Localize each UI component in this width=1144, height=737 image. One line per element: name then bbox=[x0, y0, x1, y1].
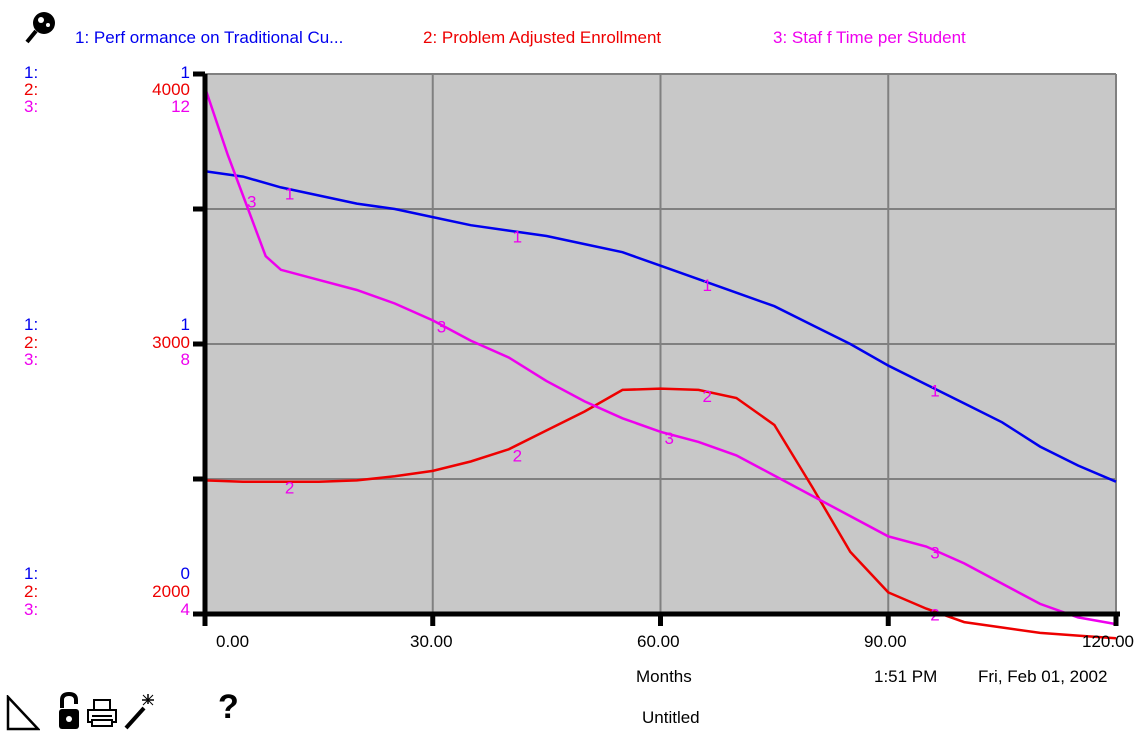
y-top-value-1: 1 bbox=[180, 63, 190, 82]
x-tick-label-30: 30.00 bbox=[410, 632, 453, 651]
y-top-value-3: 12 bbox=[171, 97, 190, 116]
document-title: Untitled bbox=[642, 708, 700, 727]
series-3-line bbox=[203, 87, 1117, 626]
x-tick-label-60: 60.00 bbox=[637, 632, 680, 651]
printer-icon[interactable] bbox=[86, 698, 118, 733]
timestamp-time: 1:51 PM bbox=[874, 667, 938, 686]
y-bottom-prefix-3: 3: bbox=[24, 600, 39, 619]
x-tick-label-120: 120.00 bbox=[1082, 632, 1134, 651]
series-2-marker-label: 2 bbox=[285, 479, 294, 498]
grid-lines bbox=[205, 73, 1117, 614]
help-icon[interactable]: ? bbox=[218, 688, 239, 726]
series-1-marker-label: 1 bbox=[930, 382, 939, 401]
magic-wand-icon[interactable] bbox=[122, 692, 158, 737]
legend-series-3: 3: Staf f Time per Student bbox=[773, 28, 966, 47]
x-tick-label-0: 0.00 bbox=[216, 632, 250, 651]
y-mid-prefix-2: 2: bbox=[24, 333, 39, 352]
series-3-marker-label: 3 bbox=[437, 317, 446, 336]
legend-series-2: 2: Problem Adjusted Enrollment bbox=[423, 28, 662, 47]
axes bbox=[193, 71, 1120, 626]
series-1-marker-label: 1 bbox=[702, 276, 711, 295]
series-3-marker-label: 3 bbox=[930, 544, 939, 563]
y-mid-value-2: 3000 bbox=[152, 333, 190, 352]
y-mid-prefix-3: 3: bbox=[24, 350, 39, 369]
y-mid-value-1: 1 bbox=[180, 315, 190, 334]
magnifier-icon[interactable] bbox=[22, 8, 60, 51]
y-bottom-value-1: 0 bbox=[180, 564, 190, 583]
y-mid-value-3: 8 bbox=[180, 350, 190, 369]
y-bottom-prefix-1: 1: bbox=[24, 564, 39, 583]
y-top-prefix-2: 2: bbox=[24, 80, 39, 99]
y-bottom-prefix-2: 2: bbox=[24, 582, 39, 601]
series-1-line bbox=[204, 169, 1117, 483]
series-2-marker-label: 2 bbox=[513, 446, 522, 465]
y-mid-prefix-1: 1: bbox=[24, 315, 39, 334]
series-3-marker-label: 3 bbox=[247, 193, 256, 212]
y-top-prefix-1: 1: bbox=[24, 63, 39, 82]
y-bottom-value-2: 2000 bbox=[152, 582, 190, 601]
series-2-line bbox=[204, 387, 1117, 640]
series-1-marker-label: 1 bbox=[513, 228, 522, 247]
lock-icon[interactable] bbox=[58, 691, 80, 737]
series-2-marker-label: 2 bbox=[702, 387, 711, 406]
y-top-value-2: 4000 bbox=[152, 80, 190, 99]
page-corner-icon[interactable] bbox=[6, 693, 41, 736]
series-3-marker-label: 3 bbox=[665, 429, 674, 448]
x-tick-label-90: 90.00 bbox=[864, 632, 907, 651]
y-top-prefix-3: 3: bbox=[24, 97, 39, 116]
timestamp-date: Fri, Feb 01, 2002 bbox=[978, 667, 1108, 686]
x-axis-label: Months bbox=[636, 667, 692, 686]
y-bottom-value-3: 4 bbox=[180, 600, 190, 619]
series-1-marker-label: 1 bbox=[285, 184, 294, 203]
legend-series-1: 1: Perf ormance on Traditional Cu... bbox=[75, 28, 344, 47]
series-lines: 111122223333 bbox=[203, 87, 1117, 640]
